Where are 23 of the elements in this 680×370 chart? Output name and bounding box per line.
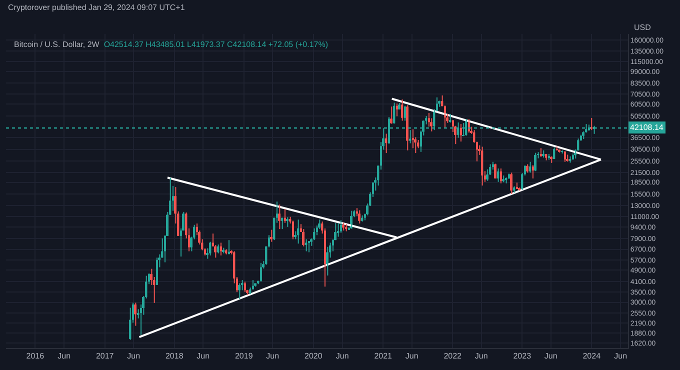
ref-line-label: 42108.14 (630, 123, 664, 132)
text: Cryptorover published Jan 29, 2024 09:07 UTC+1 (8, 3, 186, 12)
x-tick-label: Jun (266, 352, 280, 361)
x-tick-label: 2017 (96, 352, 114, 361)
text: Bitcoin / U.S. Dollar, 2W (14, 40, 100, 49)
x-tick-label: 2020 (304, 352, 323, 361)
x-tick-label: Jun (336, 352, 349, 361)
x-tick-label: Jun (405, 352, 418, 361)
x-tick-label: 2021 (374, 352, 393, 361)
x-tick-label: 2023 (513, 352, 532, 361)
text: O42514.37 H43485.01 L41973.37 C42108.14 +72.05 (+0.17%) (104, 40, 328, 49)
x-tick-label: 2024 (582, 352, 602, 361)
x-tick-label: 2019 (234, 352, 254, 361)
x-tick-label: 2018 (165, 352, 184, 361)
x-tick-label: Jun (474, 352, 488, 361)
x-tick-label: 2016 (26, 352, 45, 361)
x-tick-label: 2022 (444, 352, 462, 361)
x-tick-label: Jun (544, 352, 558, 361)
x-tick-label: Jun (127, 352, 140, 361)
y-axis-title: USD (634, 23, 652, 32)
x-tick-label: Jun (614, 352, 628, 361)
x-tick-label: Jun (58, 352, 71, 361)
x-tick-label: Jun (196, 352, 210, 361)
